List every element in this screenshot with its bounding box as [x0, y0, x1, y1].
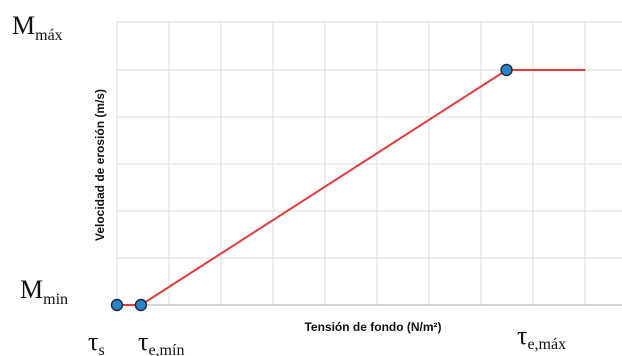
series-line — [117, 69, 586, 306]
y-label-max: Mmáx — [12, 11, 63, 44]
y-axis-label: Velocidad de erosión (m/s) — [93, 89, 107, 241]
x-label-tau-e-max: τe,máx — [517, 321, 566, 353]
x-axis-label: Tensión de fondo (N/m²) — [304, 320, 441, 334]
plot-area — [110, 63, 586, 312]
data-point-2 — [500, 63, 513, 77]
data-point-0 — [110, 298, 124, 312]
grid — [116, 21, 622, 306]
x-label-tau-s: τs — [88, 327, 105, 356]
y-label-min: Mmin — [20, 275, 68, 308]
data-point-1 — [134, 298, 148, 312]
x-label-tau-e-min: τe,mín — [138, 327, 184, 356]
